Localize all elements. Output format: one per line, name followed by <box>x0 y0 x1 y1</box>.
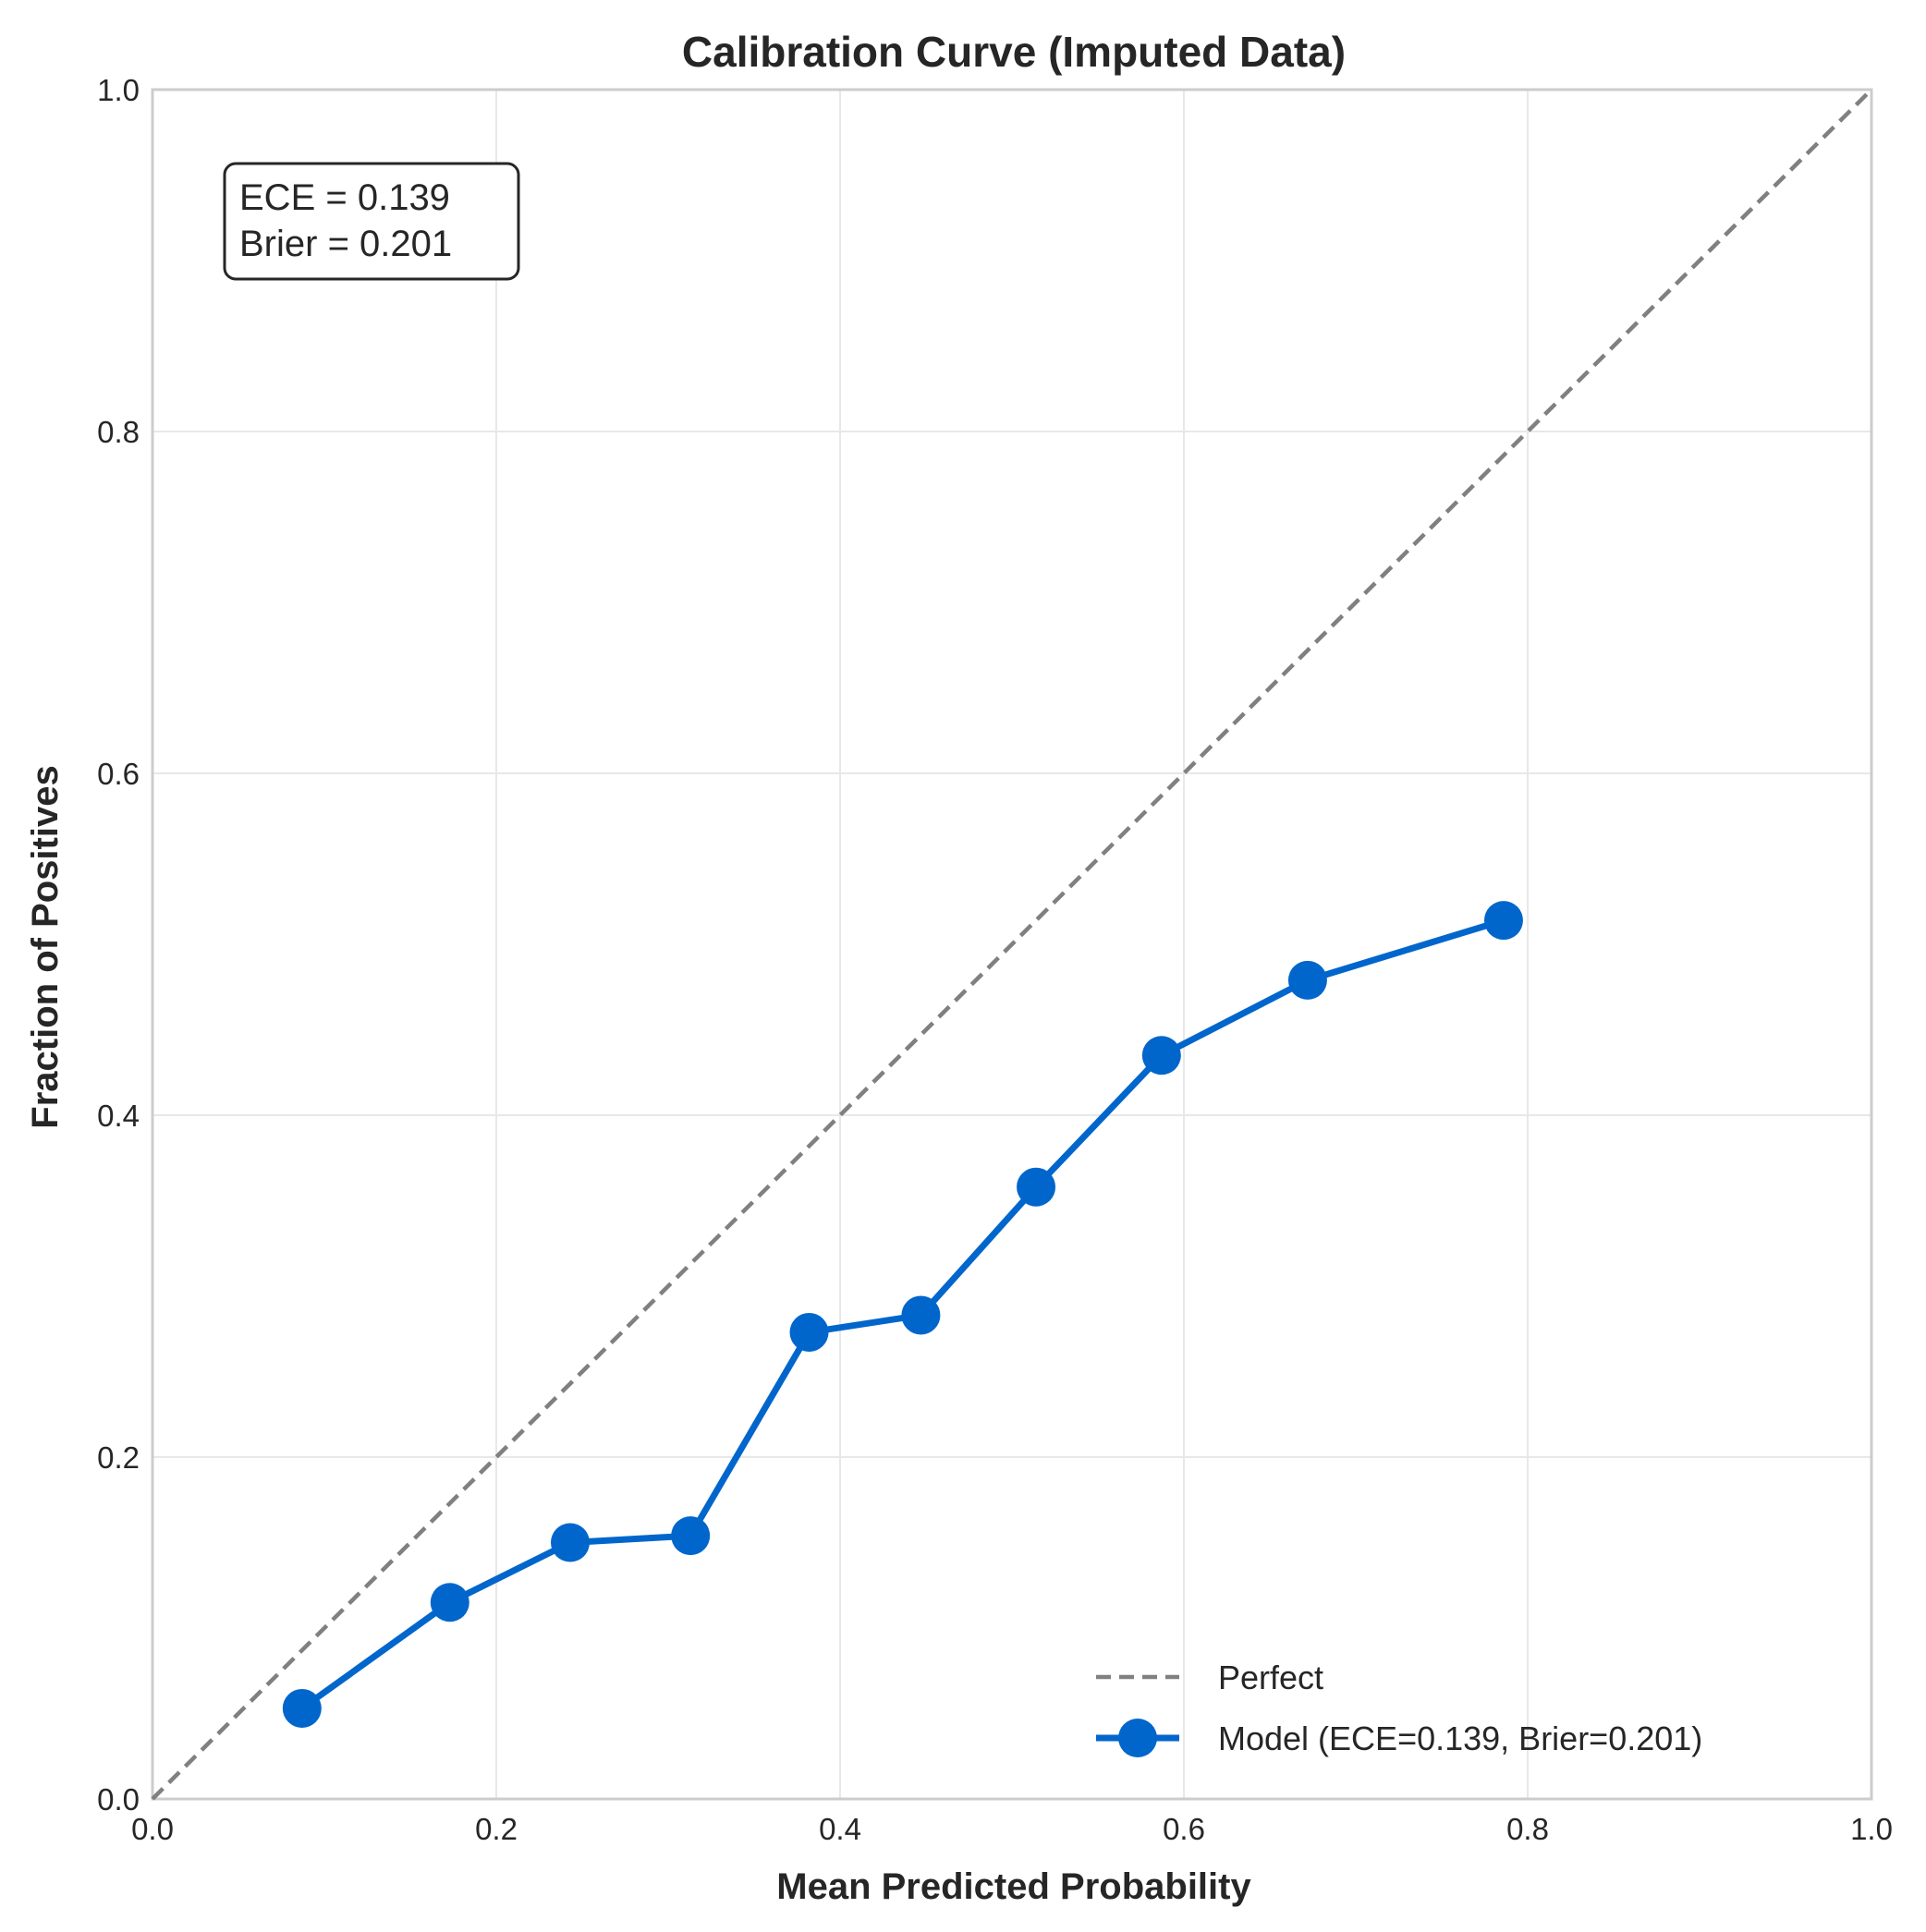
y-axis-label: Fraction of Positives <box>25 765 66 1128</box>
perfect-calibration-line <box>151 88 1873 1801</box>
y-tick-label: 0.2 <box>97 1440 140 1475</box>
model-point <box>901 1295 941 1335</box>
model-point <box>1483 901 1523 941</box>
model-point <box>671 1516 711 1556</box>
x-tick-label: 0.2 <box>475 1812 518 1846</box>
legend-label: Model (ECE=0.139, Brier=0.201) <box>1218 1719 1702 1757</box>
x-tick-label: 0.8 <box>1506 1812 1549 1846</box>
chart-title: Calibration Curve (Imputed Data) <box>682 28 1346 76</box>
y-tick-label: 0.6 <box>97 757 140 791</box>
annotation-line: ECE = 0.139 <box>239 177 450 218</box>
annotation-frame <box>223 162 520 281</box>
model-point <box>1287 960 1327 1000</box>
y-tick-label: 0.0 <box>97 1782 140 1817</box>
x-tick-label: 0.6 <box>1163 1812 1205 1846</box>
y-tick-label: 0.8 <box>97 415 140 449</box>
series-layer <box>151 88 1873 1801</box>
annotation-box: ECE = 0.139 Brier = 0.201 <box>223 162 520 281</box>
model-point <box>430 1583 469 1622</box>
legend-model-marker <box>1118 1719 1157 1757</box>
y-tick-label: 0.4 <box>97 1099 140 1133</box>
x-tick-label: 1.0 <box>1850 1812 1893 1846</box>
annotation-line: Brier = 0.201 <box>239 224 452 264</box>
x-tick-label: 0.0 <box>131 1812 174 1846</box>
model-point <box>1017 1167 1056 1207</box>
legend: Perfect Model (ECE=0.139, Brier=0.201) <box>1096 1659 1702 1757</box>
model-point <box>550 1523 590 1562</box>
model-calibration-line <box>299 917 1505 1711</box>
legend-label: Perfect <box>1218 1659 1323 1696</box>
model-point <box>789 1312 829 1352</box>
model-point <box>1141 1036 1181 1075</box>
y-tick-label: 1.0 <box>97 73 140 107</box>
x-axis-label: Mean Predicted Probability <box>776 1866 1251 1907</box>
x-tick-label: 0.4 <box>819 1812 861 1846</box>
model-point <box>282 1688 322 1728</box>
plot-frame <box>151 88 1873 1801</box>
axes: 0.0 0.2 0.4 0.6 0.8 1.0 0.0 0.2 0.4 0.6 0.8 1.0 <box>97 73 1893 1846</box>
